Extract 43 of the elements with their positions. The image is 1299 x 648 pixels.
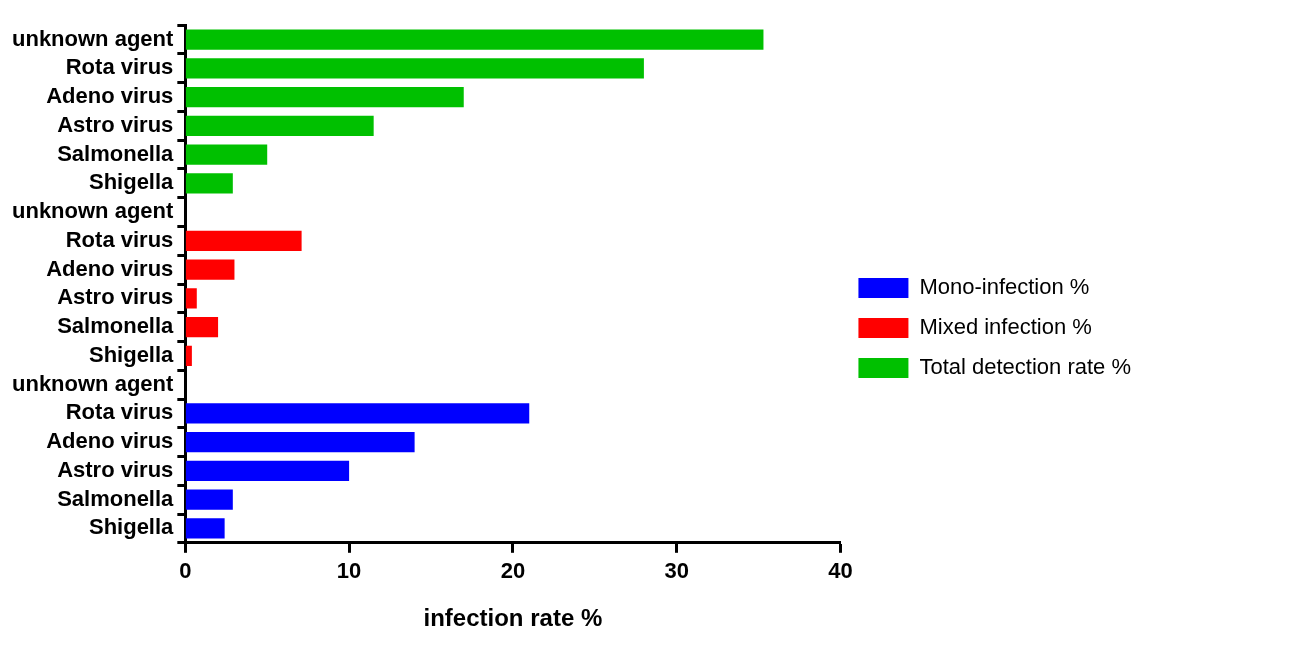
- bar: [185, 288, 197, 309]
- legend-label: Total detection rate %: [919, 354, 1132, 380]
- bar: [185, 403, 530, 424]
- legend-label: Mono-infection %: [919, 274, 1090, 300]
- y-tick-label: Salmonella: [57, 313, 175, 339]
- y-tick-label: Salmonella: [57, 140, 175, 166]
- y-tick-label: Shigella: [88, 169, 175, 195]
- y-tick-label: Rota virus: [65, 54, 174, 80]
- x-axis-title: infection rate %: [423, 604, 603, 632]
- bar: [185, 460, 350, 481]
- y-tick-label: unknown agent: [12, 370, 174, 396]
- y-tick-label: Shigella: [88, 341, 175, 367]
- y-tick-label: Astro virus: [57, 456, 174, 482]
- bar: [185, 115, 374, 136]
- bar: [185, 173, 233, 194]
- x-tick-label: 0: [179, 558, 192, 584]
- bar: [185, 58, 644, 79]
- bar: [185, 87, 464, 108]
- x-tick-label: 20: [500, 558, 526, 584]
- bar: [185, 345, 192, 366]
- bar: [185, 432, 415, 453]
- y-tick-label: unknown agent: [12, 25, 174, 51]
- y-tick-label: Salmonella: [57, 485, 175, 511]
- bar: [185, 259, 235, 280]
- legend-label: Mixed infection %: [919, 314, 1092, 340]
- bar: [185, 518, 225, 539]
- bar: [185, 489, 233, 510]
- x-tick-label: 40: [828, 558, 853, 584]
- y-tick-label: Adeno virus: [46, 255, 174, 281]
- y-tick-label: Rota virus: [65, 399, 174, 425]
- x-tick-label: 30: [664, 558, 689, 584]
- bar: [185, 230, 302, 251]
- bar: [185, 29, 764, 50]
- bar: [185, 144, 268, 165]
- y-tick-label: Astro virus: [57, 284, 174, 310]
- bar: [185, 317, 219, 338]
- y-tick-label: Adeno virus: [46, 428, 174, 454]
- y-tick-label: Adeno virus: [46, 83, 174, 109]
- y-tick-label: Shigella: [88, 514, 175, 540]
- y-tick-label: Astro virus: [57, 111, 174, 137]
- y-tick-label: Rota virus: [65, 226, 174, 252]
- x-tick-label: 10: [336, 558, 362, 584]
- y-tick-label: unknown agent: [12, 198, 174, 224]
